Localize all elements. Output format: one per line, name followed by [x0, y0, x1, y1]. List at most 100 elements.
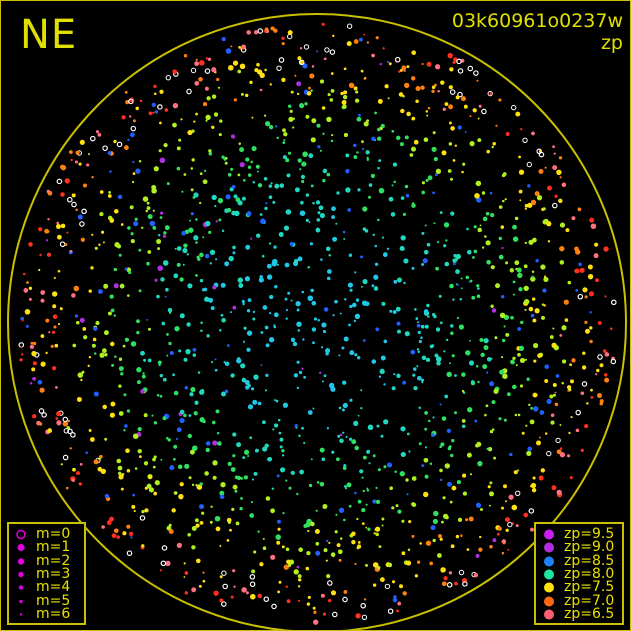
- star-point: [414, 308, 417, 311]
- star-point: [532, 488, 537, 493]
- star-point: [517, 272, 523, 278]
- star-point: [153, 455, 157, 459]
- star-point: [391, 184, 394, 187]
- star-point: [184, 571, 189, 575]
- star-point: [215, 220, 218, 223]
- star-point: [293, 569, 299, 575]
- star-point: [75, 160, 78, 164]
- star-point: [184, 591, 188, 595]
- star-point: [126, 524, 131, 529]
- star-point: [508, 494, 514, 500]
- star-point: [276, 65, 282, 72]
- star-point: [56, 178, 63, 185]
- star-point: [231, 507, 235, 511]
- star-point: [409, 153, 414, 157]
- star-point: [167, 308, 173, 313]
- star-point: [168, 529, 174, 534]
- star-point: [404, 184, 409, 189]
- star-point: [130, 536, 133, 539]
- star-point: [411, 76, 416, 81]
- star-point: [479, 224, 482, 227]
- star-point: [526, 377, 530, 381]
- star-point: [59, 307, 63, 311]
- star-point: [532, 237, 537, 243]
- star-point: [575, 409, 581, 416]
- star-point: [470, 473, 473, 476]
- star-point: [250, 501, 253, 504]
- star-point: [269, 312, 272, 315]
- star-point: [159, 374, 163, 378]
- star-point: [146, 261, 150, 266]
- star-point: [459, 298, 462, 301]
- star-point: [428, 419, 431, 423]
- star-point: [366, 487, 369, 490]
- star-point: [505, 261, 509, 265]
- star-point: [53, 276, 56, 279]
- star-point: [436, 361, 441, 366]
- star-point: [423, 309, 429, 314]
- star-point: [517, 469, 520, 472]
- star-point: [76, 321, 80, 325]
- star-point: [130, 239, 135, 244]
- star-point: [232, 60, 239, 66]
- star-point: [421, 464, 425, 467]
- star-point: [176, 263, 181, 267]
- star-point: [491, 308, 497, 313]
- star-point: [439, 403, 442, 406]
- star-point: [378, 188, 385, 194]
- legend-label: m=3: [36, 565, 71, 582]
- star-point: [272, 200, 276, 204]
- star-point: [550, 420, 555, 425]
- star-point: [159, 216, 163, 219]
- star-point: [485, 404, 489, 408]
- star-point: [496, 532, 500, 536]
- star-point: [308, 410, 313, 415]
- star-point: [176, 427, 182, 433]
- star-point: [450, 544, 455, 548]
- star-point: [366, 119, 369, 123]
- star-point: [348, 504, 352, 508]
- star-point: [251, 569, 256, 574]
- star-point: [118, 357, 123, 361]
- star-point: [446, 428, 451, 433]
- star-point: [192, 348, 197, 352]
- star-point: [215, 409, 220, 414]
- star-point: [425, 540, 432, 546]
- star-point: [575, 428, 580, 433]
- star-point: [363, 339, 366, 342]
- star-point: [360, 69, 364, 73]
- star-point: [610, 327, 613, 330]
- star-point: [492, 428, 495, 431]
- star-point: [465, 350, 471, 356]
- star-point: [442, 496, 446, 500]
- star-point: [136, 319, 140, 324]
- star-point: [168, 341, 172, 346]
- star-point: [326, 539, 329, 543]
- star-point: [337, 434, 341, 438]
- star-point: [278, 419, 281, 422]
- star-point: [196, 558, 201, 564]
- star-point: [462, 162, 466, 166]
- star-point: [364, 301, 370, 307]
- star-point: [590, 396, 594, 399]
- star-point: [88, 356, 91, 359]
- star-point: [454, 581, 458, 586]
- star-point: [549, 394, 554, 399]
- star-point: [383, 465, 387, 469]
- star-point: [477, 380, 480, 384]
- star-point: [365, 564, 368, 567]
- star-point: [189, 392, 194, 397]
- star-point: [142, 372, 145, 375]
- star-point: [346, 23, 353, 29]
- star-point: [279, 445, 283, 449]
- star-point: [512, 224, 517, 230]
- star-point: [283, 132, 288, 137]
- star-point: [603, 246, 609, 252]
- star-point: [176, 437, 178, 440]
- star-point: [543, 277, 549, 282]
- star-point: [597, 354, 603, 360]
- star-point: [541, 316, 545, 320]
- star-point: [246, 309, 251, 313]
- star-point: [178, 138, 182, 142]
- star-point: [420, 85, 425, 90]
